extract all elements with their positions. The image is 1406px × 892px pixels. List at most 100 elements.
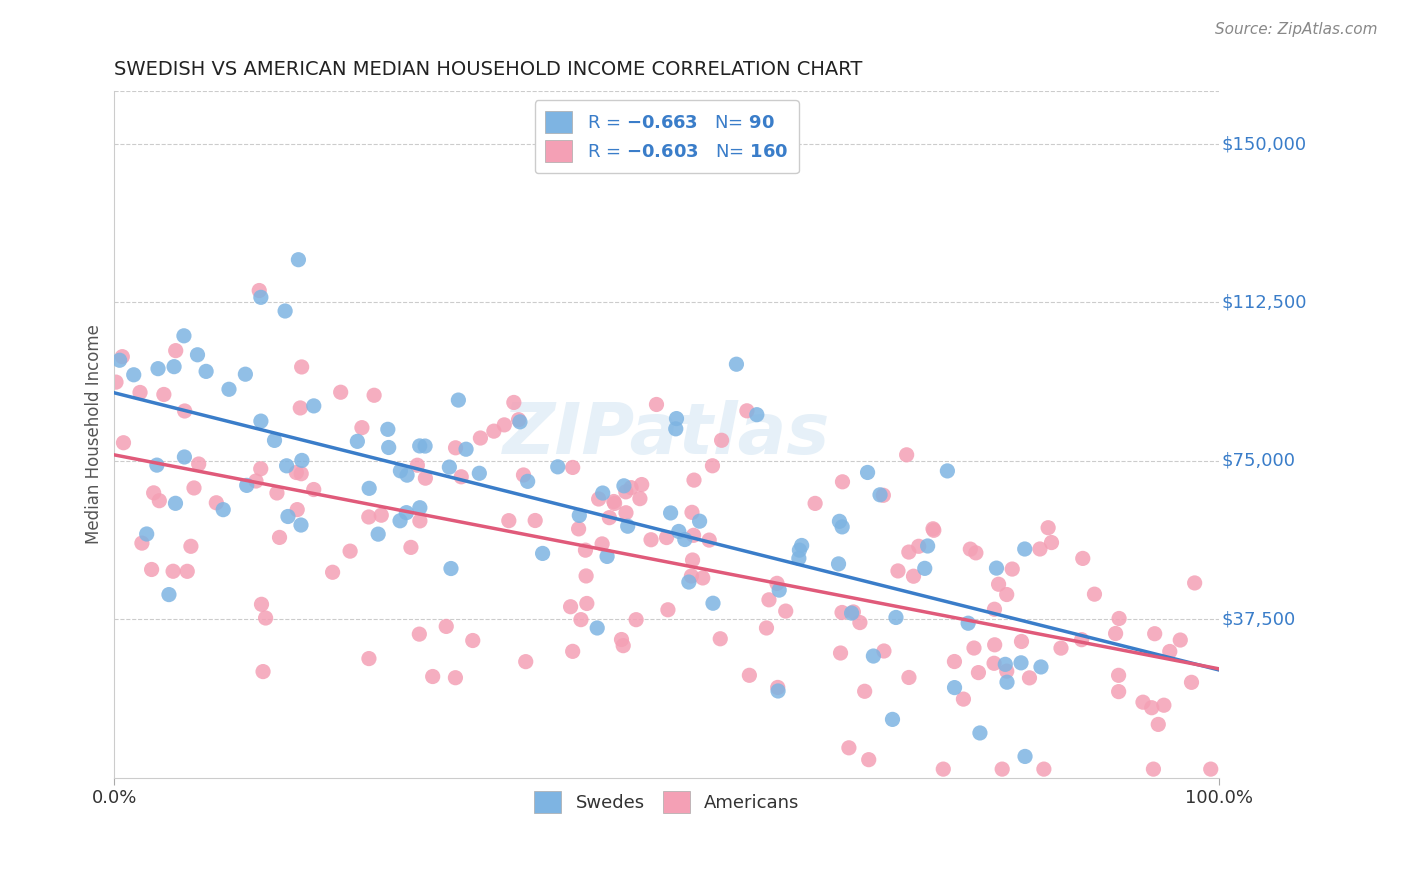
Americans — [657, 603, 679, 617]
Americans — [1108, 611, 1130, 625]
Americans — [1083, 587, 1105, 601]
Americans — [853, 684, 876, 698]
Americans — [645, 397, 668, 411]
Americans — [1040, 535, 1063, 549]
Americans — [339, 544, 361, 558]
Americans — [614, 484, 637, 499]
Americans — [357, 510, 380, 524]
Americans — [357, 651, 380, 665]
Swedes — [389, 514, 412, 528]
Americans — [1168, 633, 1191, 648]
Swedes — [447, 393, 470, 408]
Americans — [508, 413, 530, 427]
Americans — [165, 343, 187, 358]
Americans — [897, 545, 920, 559]
Americans — [755, 621, 778, 635]
Swedes — [439, 460, 461, 475]
Americans — [1018, 671, 1040, 685]
Americans — [995, 588, 1018, 602]
Americans — [1147, 717, 1170, 731]
Swedes — [287, 252, 309, 267]
Americans — [682, 528, 704, 542]
Swedes — [768, 583, 790, 598]
Swedes — [766, 684, 789, 698]
Swedes — [440, 561, 463, 575]
Swedes — [884, 610, 907, 624]
Americans — [1153, 698, 1175, 713]
Swedes — [827, 557, 849, 571]
Americans — [153, 387, 176, 401]
Americans — [610, 632, 633, 647]
Americans — [967, 665, 990, 680]
Swedes — [409, 439, 432, 453]
Americans — [1132, 695, 1154, 709]
Swedes — [165, 496, 187, 510]
Americans — [205, 496, 228, 510]
Americans — [249, 462, 271, 476]
Swedes — [957, 616, 980, 631]
Americans — [620, 481, 643, 495]
Americans — [766, 681, 789, 695]
Swedes — [668, 524, 690, 539]
Text: Source: ZipAtlas.com: Source: ZipAtlas.com — [1215, 22, 1378, 37]
Americans — [568, 522, 591, 536]
Swedes — [173, 328, 195, 343]
Swedes — [592, 486, 614, 500]
Americans — [502, 395, 524, 409]
Americans — [603, 496, 626, 510]
Americans — [129, 385, 152, 400]
Americans — [709, 632, 731, 646]
Text: $150,000: $150,000 — [1222, 135, 1306, 153]
Swedes — [831, 520, 853, 534]
Americans — [842, 605, 865, 619]
Americans — [943, 655, 966, 669]
Americans — [640, 533, 662, 547]
Swedes — [235, 478, 257, 492]
Americans — [682, 553, 704, 567]
Swedes — [186, 348, 208, 362]
Swedes — [108, 353, 131, 368]
Swedes — [367, 527, 389, 541]
Swedes — [163, 359, 186, 374]
Americans — [250, 597, 273, 611]
Americans — [588, 491, 610, 506]
Swedes — [586, 621, 609, 635]
Americans — [302, 483, 325, 497]
Americans — [1180, 675, 1202, 690]
Americans — [1108, 684, 1130, 698]
Americans — [838, 740, 860, 755]
Americans — [1032, 762, 1054, 776]
Swedes — [1029, 660, 1052, 674]
Americans — [1070, 632, 1092, 647]
Americans — [329, 385, 352, 400]
Americans — [285, 502, 308, 516]
Americans — [775, 604, 797, 618]
Swedes — [994, 657, 1017, 672]
Swedes — [986, 561, 1008, 575]
Americans — [887, 564, 910, 578]
Swedes — [917, 539, 939, 553]
Americans — [903, 569, 925, 583]
Americans — [1001, 562, 1024, 576]
Americans — [399, 541, 422, 555]
Swedes — [841, 606, 863, 620]
Americans — [922, 522, 945, 536]
Americans — [176, 565, 198, 579]
Swedes — [745, 408, 768, 422]
Swedes — [943, 681, 966, 695]
Americans — [831, 606, 853, 620]
Swedes — [568, 508, 591, 523]
Americans — [247, 284, 270, 298]
Swedes — [409, 500, 432, 515]
Swedes — [531, 546, 554, 560]
Swedes — [195, 364, 218, 378]
Americans — [252, 665, 274, 679]
Americans — [804, 496, 827, 510]
Swedes — [274, 304, 297, 318]
Americans — [1142, 762, 1164, 776]
Americans — [830, 646, 852, 660]
Americans — [406, 458, 429, 473]
Americans — [569, 613, 592, 627]
Americans — [735, 404, 758, 418]
Americans — [952, 692, 974, 706]
